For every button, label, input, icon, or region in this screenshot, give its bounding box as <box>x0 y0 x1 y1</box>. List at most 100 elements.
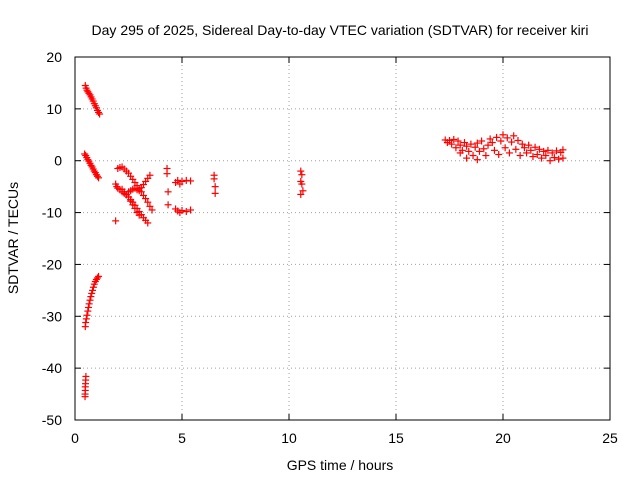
data-point <box>211 183 219 191</box>
x-tick-label: 15 <box>388 430 404 446</box>
data-point <box>458 146 466 154</box>
data-point <box>87 161 95 169</box>
y-tick-label: 10 <box>46 101 62 117</box>
data-point <box>467 140 475 148</box>
data-point <box>448 140 456 148</box>
data-point <box>95 272 103 280</box>
data-point <box>86 296 94 304</box>
axis-ticks: 0 5 10 15 20 25 -50 -40 -30 -20 -10 0 10 20 <box>42 49 618 446</box>
data-point <box>542 152 550 160</box>
y-axis-label: SDTVAR / TECUs <box>5 182 21 294</box>
data-point <box>95 174 103 182</box>
data-point <box>463 142 471 150</box>
data-point <box>471 143 479 151</box>
data-point <box>454 137 462 145</box>
data-point <box>297 167 305 175</box>
data-point <box>135 211 143 219</box>
data-point <box>473 139 481 147</box>
data-point <box>505 149 513 157</box>
data-point <box>85 300 93 308</box>
data-point <box>297 190 305 198</box>
data-point <box>490 146 498 154</box>
data-point <box>544 146 552 154</box>
data-point <box>82 315 90 323</box>
data-point <box>84 303 92 311</box>
data-point <box>488 139 496 147</box>
data-point <box>164 188 172 196</box>
data-point <box>546 157 554 165</box>
y-tick-label: -40 <box>42 360 62 376</box>
data-point <box>211 189 219 197</box>
data-point <box>559 146 567 154</box>
data-point <box>469 152 477 160</box>
data-point <box>495 150 503 158</box>
data-point <box>82 372 90 380</box>
y-tick-label: -30 <box>42 308 62 324</box>
data-point <box>93 172 101 180</box>
data-point <box>516 152 524 160</box>
data-point <box>533 150 541 158</box>
data-point <box>96 110 104 118</box>
y-tick-label: -10 <box>42 205 62 221</box>
data-point <box>486 135 494 143</box>
data-point <box>473 156 481 164</box>
data-point <box>531 143 539 151</box>
data-point <box>178 206 186 214</box>
data-point <box>460 139 468 147</box>
data-point <box>82 319 90 327</box>
data-point <box>298 180 306 188</box>
data-point <box>450 135 458 143</box>
data-point <box>95 108 103 116</box>
data-point <box>299 187 307 195</box>
data-point <box>163 170 171 178</box>
data-point <box>510 132 518 140</box>
data-point <box>520 144 528 152</box>
data-point <box>475 147 483 155</box>
data-point <box>523 149 531 157</box>
data-point <box>493 133 501 141</box>
data-point <box>518 140 526 148</box>
data-point <box>512 145 520 153</box>
data-point <box>480 145 488 153</box>
data-point <box>187 206 195 214</box>
data-point <box>146 171 154 179</box>
data-point <box>148 206 156 214</box>
grid <box>75 57 610 420</box>
data-point <box>144 219 152 227</box>
data-point <box>514 136 522 144</box>
data-point <box>553 147 560 155</box>
data-point <box>174 176 182 184</box>
data-point <box>508 138 516 146</box>
plot-frame <box>74 56 611 421</box>
data-point <box>501 144 509 152</box>
data-point <box>484 141 492 149</box>
data-point <box>164 201 172 209</box>
data-point <box>210 175 218 183</box>
data-point <box>478 137 486 145</box>
data-point <box>527 146 535 154</box>
data-point <box>142 195 150 203</box>
x-axis-label: GPS time / hours <box>287 457 394 473</box>
data-point <box>85 89 93 97</box>
x-tick-label: 20 <box>495 430 511 446</box>
data-point <box>112 217 120 225</box>
data-point <box>84 307 92 315</box>
data-point <box>446 136 453 144</box>
y-tick-label: 0 <box>54 153 62 169</box>
data-point <box>525 141 533 149</box>
data-point <box>550 154 558 162</box>
data-point <box>90 167 98 175</box>
data-point <box>503 134 511 142</box>
data-point <box>127 197 135 205</box>
data-point <box>146 202 154 210</box>
data-point <box>83 311 91 319</box>
data-point <box>465 147 473 155</box>
y-tick-label: -20 <box>42 256 62 272</box>
x-tick-label: 5 <box>178 430 186 446</box>
data-point <box>538 154 546 162</box>
data-point <box>182 208 190 216</box>
data-point <box>548 149 556 157</box>
data-point <box>452 144 460 152</box>
data-point <box>144 198 152 206</box>
data-points <box>81 82 567 401</box>
